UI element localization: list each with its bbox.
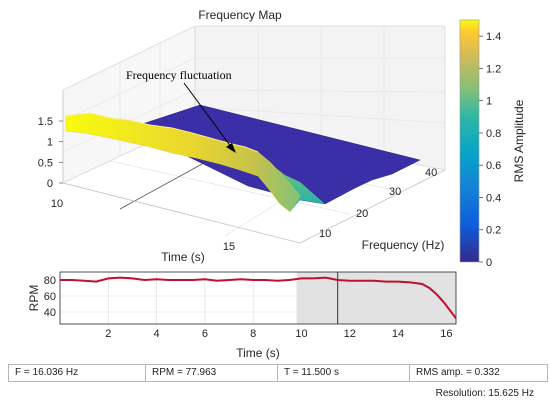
annotation-text: Frequency fluctuation [126, 68, 232, 82]
frequency-axis-label: Frequency (Hz) [362, 238, 445, 252]
rpm-x-tick-label: 8 [250, 328, 256, 340]
rpm-y-tick-label: 40 [44, 307, 56, 319]
status-bar: F = 16.036 Hz RPM = 77.963 T = 11.500 s … [8, 364, 548, 382]
z-tick-label: 1.5 [38, 116, 53, 128]
frequency-map-figure: Frequency Map [27, 8, 526, 360]
rpm-series-line [60, 276, 457, 319]
colorbar [459, 19, 480, 263]
rpm-x-tick-label: 14 [392, 328, 404, 340]
z-tick-label: 0.5 [38, 157, 53, 169]
rpm-y-tick-label: 60 [44, 291, 56, 303]
z-tick-label: 1 [47, 137, 53, 149]
time-tick-15: 15 [223, 241, 235, 253]
freq-tick-20: 20 [356, 208, 368, 220]
colorbar-tick-label: 1.4 [486, 31, 501, 43]
colorbar-tick-label: 0.2 [486, 225, 501, 237]
rpm-time-axis-label: Time (s) [236, 346, 280, 360]
rpm-x-tick-label: 2 [105, 328, 111, 340]
rpm-y-ticks: 40 60 80 [44, 275, 56, 319]
colorbar-tick-label: 1.2 [486, 63, 501, 75]
rpm-plot-frame [59, 271, 457, 325]
rpm-y-tick-label: 80 [44, 275, 56, 287]
colorbar-label: RMS Amplitude [512, 99, 526, 182]
rpm-x-tick-label: 4 [154, 328, 160, 340]
rpm-plot: 2 4 6 8 10 12 14 16 40 60 80 RPM Time (s) [27, 271, 457, 360]
status-rms-amplitude: RMS amp. = 0.332 [416, 367, 500, 378]
colorbar-tick-label: 0.8 [486, 128, 501, 140]
resolution-label: Resolution: 15.625 Hz [435, 388, 534, 399]
time-axis-label: Time (s) [161, 250, 205, 264]
colorbar-ticks: 0 0.2 0.4 0.6 0.8 1 1.2 1.4 [479, 31, 501, 269]
z-tick-label: 0 [47, 178, 53, 190]
rpm-x-tick-label: 6 [202, 328, 208, 340]
rpm-x-tick-label: 10 [295, 328, 307, 340]
annotation-arrow [183, 82, 233, 149]
colorbar-tick-label: 1 [486, 96, 492, 108]
colorbar-tick-label: 0.4 [486, 192, 501, 204]
status-frequency: F = 16.036 Hz [9, 365, 146, 381]
rpm-x-ticks: 2 4 6 8 10 12 14 16 [105, 328, 452, 340]
time-tick-10: 10 [51, 198, 63, 210]
rpm-x-tick-label: 16 [440, 328, 452, 340]
z-axis-ticks: 0 0.5 1 1.5 [38, 116, 63, 190]
rpm-x-tick-label: 12 [344, 328, 356, 340]
colorbar-tick-label: 0 [486, 257, 492, 269]
rpm-axis-label: RPM [27, 285, 41, 312]
map-title: Frequency Map [198, 8, 282, 22]
freq-tick-40: 40 [425, 167, 437, 179]
freq-tick-30: 30 [389, 186, 401, 198]
colorbar-tick-label: 0.6 [486, 160, 501, 172]
annotation-arrowhead [226, 143, 236, 153]
status-rpm: RPM = 77.963 [146, 365, 278, 381]
status-time: T = 11.500 s [278, 365, 410, 381]
freq-tick-10: 10 [319, 228, 331, 240]
